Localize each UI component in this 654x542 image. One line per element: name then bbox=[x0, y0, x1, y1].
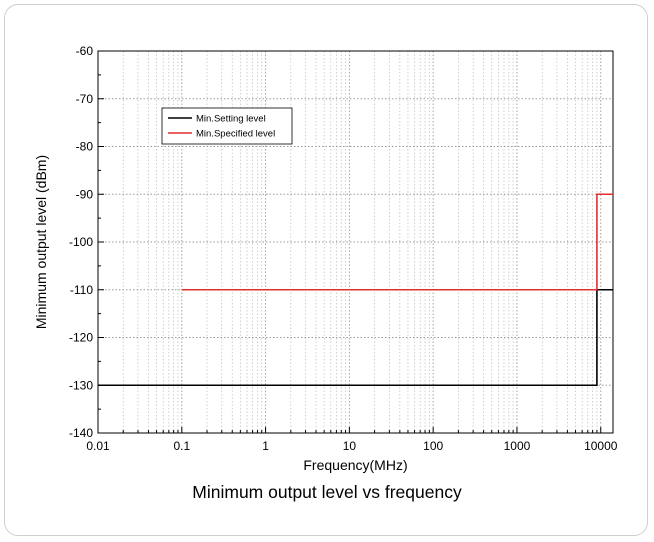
series-line-min-specified-level bbox=[181, 193, 613, 291]
series-layer bbox=[98, 193, 613, 387]
chart-frame bbox=[4, 4, 648, 536]
y-tick-label: -60 bbox=[76, 44, 94, 58]
y-tick-label: -140 bbox=[69, 426, 93, 440]
x-tick-label: 1 bbox=[262, 439, 269, 453]
y-tick-label: -80 bbox=[76, 140, 94, 154]
legend-box bbox=[161, 107, 293, 145]
y-tick-label: -120 bbox=[69, 331, 93, 345]
y-tick-label: -130 bbox=[69, 378, 93, 392]
legend-entry: Min.Specified level bbox=[196, 129, 275, 140]
y-tick-label: -90 bbox=[76, 187, 94, 201]
chart-svg: 0.01 0.1 1 10 100 1000 10000 -140 -130 -120 -110 -1… bbox=[33, 44, 618, 473]
x-axis-label: Frequency(MHz) bbox=[303, 457, 407, 473]
axis-ticks: 0.01 0.1 1 10 100 1000 10000 -140 -130 -120 -110 -1… bbox=[69, 44, 618, 453]
x-tick-label: 0.01 bbox=[86, 439, 110, 453]
y-tick-label: -100 bbox=[69, 235, 93, 249]
legend-entry: Min.Setting level bbox=[196, 114, 266, 125]
x-tick-label: 10000 bbox=[584, 439, 618, 453]
y-tick-label: -70 bbox=[76, 92, 94, 106]
x-tick-label: 1000 bbox=[504, 439, 531, 453]
y-tick-label: -110 bbox=[70, 283, 93, 297]
x-tick-label: 10 bbox=[343, 439, 357, 453]
y-axis-label: Minimum output level (dBm) bbox=[33, 155, 49, 329]
legend: Min.Setting level Min.Specified level bbox=[161, 107, 293, 145]
x-tick-label: 0.1 bbox=[173, 439, 190, 453]
chart-caption: Minimum output level vs frequency bbox=[192, 482, 462, 502]
x-tick-label: 100 bbox=[423, 439, 443, 453]
series-line-min-setting-level bbox=[98, 288, 613, 387]
